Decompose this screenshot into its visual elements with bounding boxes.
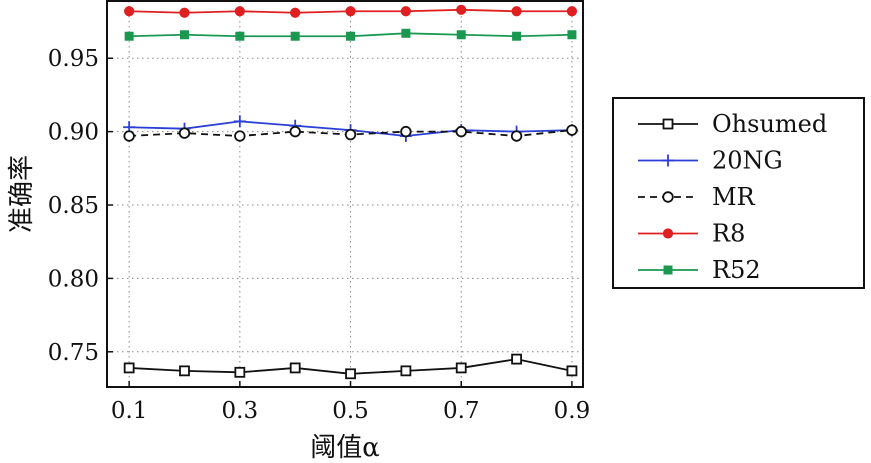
y-axis-title: 准确率	[7, 155, 37, 233]
data-point	[234, 366, 246, 378]
x-tick-label: 0.3	[222, 398, 259, 424]
y-tick-label: 0.90	[48, 120, 99, 146]
data-point	[400, 6, 411, 17]
data-point	[179, 30, 189, 40]
legend-label: Ohsumed	[712, 110, 827, 138]
data-point	[455, 125, 467, 138]
y-tick-label: 0.75	[48, 340, 99, 366]
data-point	[178, 127, 191, 139]
legend-label: 20NG	[712, 147, 783, 175]
legend-item-r8: R8	[638, 220, 745, 248]
grid-lines	[107, 1, 583, 387]
data-point	[345, 368, 356, 380]
x-tick-label: 0.7	[443, 398, 480, 424]
series-mr	[123, 124, 578, 142]
legend: Ohsumed 20NG MR R8 R52	[612, 97, 865, 289]
legend-label: MR	[712, 183, 756, 211]
data-point	[662, 154, 674, 167]
data-point	[511, 353, 522, 365]
data-point	[124, 6, 135, 17]
data-point	[400, 365, 412, 377]
data-point	[566, 124, 578, 136]
data-point	[344, 128, 357, 141]
data-point	[234, 6, 245, 17]
data-point	[510, 130, 523, 142]
plot-frame	[106, 0, 584, 388]
data-point	[234, 130, 246, 142]
series-ohsumed	[123, 353, 578, 380]
data-point	[179, 365, 190, 377]
data-point	[290, 31, 300, 41]
data-point	[511, 6, 522, 17]
data-point	[233, 115, 246, 128]
data-point	[235, 31, 245, 41]
y-tick-label: 0.95	[48, 46, 99, 72]
y-tick-label: 0.80	[48, 266, 99, 292]
data-point	[663, 265, 673, 275]
axis-ticks: 0.1 0.3 0.5 0.7 0.9 0.75 0.80 0.85 0.90 0.95	[48, 46, 590, 424]
data-point	[401, 28, 411, 38]
data-point	[566, 365, 578, 377]
data-point	[345, 6, 356, 17]
legend-label: R8	[712, 220, 745, 248]
series-lines	[123, 4, 578, 380]
series-r52	[124, 28, 577, 41]
series-r8	[124, 4, 578, 18]
x-tick-label: 0.1	[111, 398, 148, 424]
data-point	[456, 30, 466, 40]
data-point	[123, 130, 135, 142]
data-point	[400, 125, 412, 138]
x-axis-title: 阈值α	[310, 433, 380, 463]
data-point	[455, 362, 467, 374]
data-point	[289, 362, 301, 374]
data-point	[124, 31, 134, 41]
data-point	[123, 362, 135, 374]
data-point	[512, 31, 522, 41]
data-point	[346, 31, 356, 41]
data-point	[662, 191, 674, 203]
legend-item-r52: R52	[638, 256, 761, 284]
data-point	[290, 7, 301, 18]
data-point	[289, 125, 301, 138]
data-point	[662, 228, 674, 239]
legend-item-mr: MR	[638, 183, 756, 211]
legend-label: R52	[712, 256, 761, 284]
x-tick-label: 0.5	[332, 398, 369, 424]
data-point	[567, 30, 577, 40]
data-point	[566, 6, 578, 17]
y-tick-label: 0.85	[48, 193, 99, 219]
legend-frame	[612, 97, 865, 289]
data-point	[662, 118, 674, 130]
data-point	[456, 4, 467, 15]
legend-item-ohsumed: Ohsumed	[638, 110, 827, 138]
legend-item-20ng: 20NG	[638, 147, 783, 175]
data-point	[179, 7, 190, 18]
x-tick-label: 0.9	[554, 398, 591, 424]
